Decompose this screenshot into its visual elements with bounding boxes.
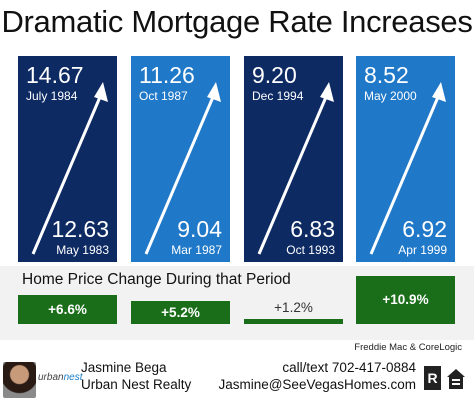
rate-panel-1994: 9.20 Dec 1994 6.83 Oct 1993 <box>244 56 343 262</box>
arrow-up-icon <box>257 82 334 255</box>
contact-email: Jasmine@SeeVegasHomes.com <box>218 377 416 392</box>
logo-text-urban: urban <box>38 372 64 383</box>
page-title: Dramatic Mortgage Rate Increases <box>1 4 473 39</box>
high-rate-date: July 1984 <box>26 89 78 103</box>
low-rate-value: 12.63 <box>51 216 109 242</box>
low-rate-date: May 1983 <box>56 243 109 257</box>
price-change-bar: +6.6% <box>18 295 117 324</box>
arrow-up-icon <box>144 82 221 255</box>
arrow-up-icon <box>369 82 446 255</box>
price-change-bar <box>244 319 343 324</box>
rate-panel-1987: 11.26 Oct 1987 9.04 Mar 1987 <box>131 56 230 262</box>
high-rate-date: Dec 1994 <box>252 89 304 103</box>
high-rate-value: 11.26 <box>139 62 195 88</box>
equal-housing-icon <box>447 369 465 389</box>
agent-photo <box>3 362 36 398</box>
source-credit: Freddie Mac & CoreLogic <box>354 342 462 353</box>
svg-text:R: R <box>427 370 437 386</box>
agent-name: Jasmine Bega <box>81 360 167 375</box>
low-rate-date: Oct 1993 <box>286 243 335 257</box>
rate-panel-1984: 14.67 July 1984 12.63 May 1983 <box>18 56 117 262</box>
price-change-bar-label: +1.2% <box>274 300 313 315</box>
high-rate-value: 8.52 <box>364 62 409 88</box>
arrow-up-icon <box>31 82 108 255</box>
rate-panel-2000: 8.52 May 2000 6.92 Apr 1999 <box>356 56 455 262</box>
high-rate-date: Oct 1987 <box>139 89 188 103</box>
low-rate-date: Apr 1999 <box>398 243 447 257</box>
price-change-bar: +5.2% <box>131 301 230 324</box>
price-change-label: Home Price Change During that Period <box>22 271 291 288</box>
low-rate-value: 6.92 <box>402 216 447 242</box>
low-rate-value: 9.04 <box>177 216 222 242</box>
agent-company: Urban Nest Realty <box>81 377 192 392</box>
company-logo: urbannest <box>38 372 82 383</box>
high-rate-value: 9.20 <box>252 62 297 88</box>
logo-text-nest: nest <box>63 372 83 383</box>
realtor-r-icon: R <box>424 366 441 390</box>
low-rate-value: 6.83 <box>290 216 335 242</box>
price-change-bar: +10.9% <box>356 276 455 324</box>
contact-phone: call/text 702-417-0884 <box>282 360 416 375</box>
low-rate-date: Mar 1987 <box>171 243 222 257</box>
high-rate-value: 14.67 <box>26 62 84 88</box>
high-rate-date: May 2000 <box>364 89 417 103</box>
